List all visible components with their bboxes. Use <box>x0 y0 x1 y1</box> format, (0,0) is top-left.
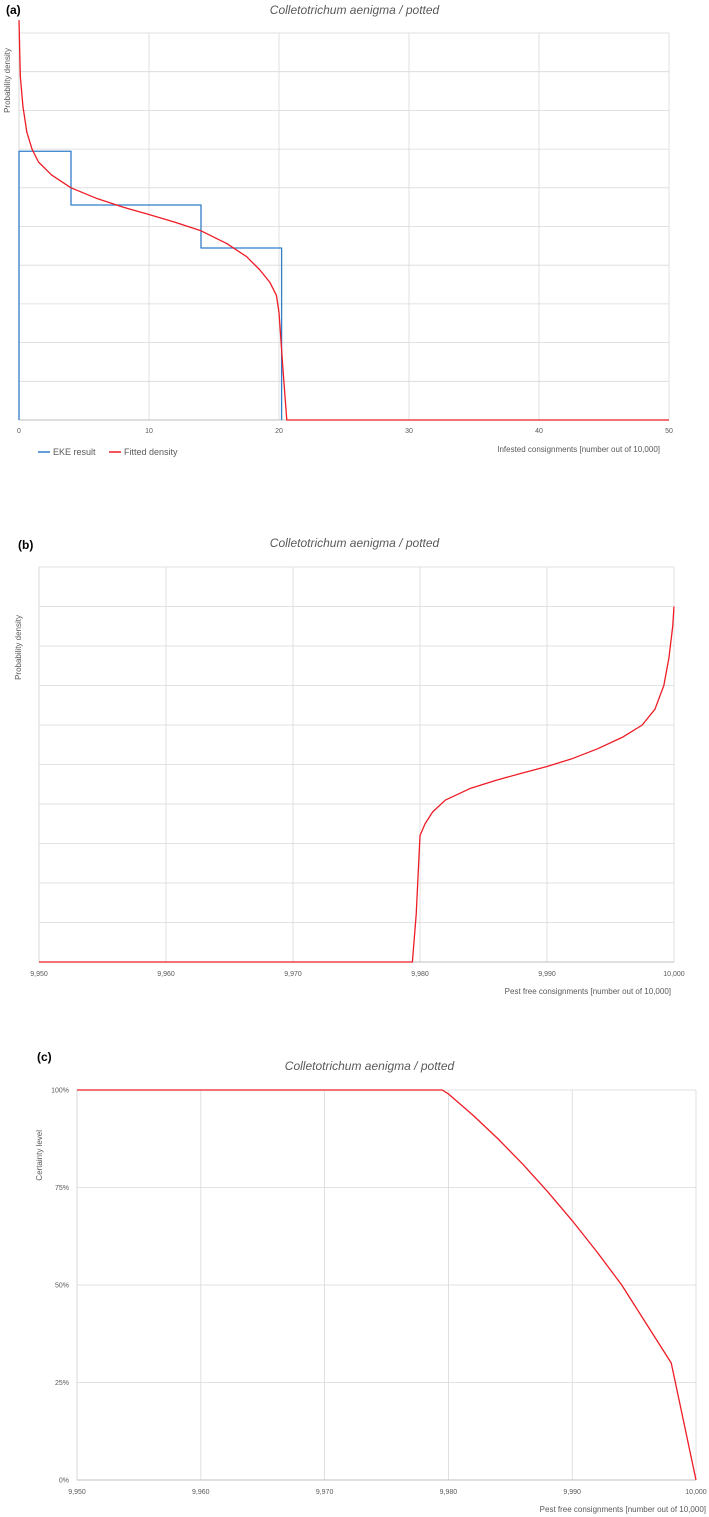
x-tick-label: 40 <box>535 428 543 435</box>
x-tick-label: 9,950 <box>30 971 48 978</box>
panel-label-b: (b) <box>18 538 34 552</box>
chart-a: 0 10 20 30 40 50 Infested consignments [number… <box>3 20 673 457</box>
x-axis-title: Pest free consignments [number out of 10… <box>505 987 671 996</box>
chart-title-a: Colletotrichum aenigma / potted <box>269 3 440 17</box>
fitted-density-line <box>18 20 669 421</box>
y-tick-label: 0% <box>59 1478 69 1485</box>
chart-title-b: Colletotrichum aenigma / potted <box>269 536 440 550</box>
x-tick-label: 10,000 <box>685 1489 707 1496</box>
x-tick-label: 9,970 <box>284 971 302 978</box>
x-tick-label: 9,960 <box>192 1489 210 1496</box>
x-axis-title: Pest free consignments [number out of 10… <box>540 1505 706 1514</box>
y-tick-label: 100% <box>51 1088 69 1095</box>
chart-c: 9,950 9,960 9,970 9,980 9,990 10,000 0% 25% 50% 7… <box>35 1088 707 1515</box>
fitted-density-line <box>39 606 675 963</box>
y-axis-title: Probability density <box>14 615 23 680</box>
x-tick-label: 10,000 <box>663 971 685 978</box>
panel-b: (b) Colletotrichum aenigma / potted 9,95… <box>0 520 709 1020</box>
panel-label-c: (c) <box>37 1050 52 1064</box>
panel-c: (c) Colletotrichum aenigma / potted 9,95… <box>0 1030 709 1517</box>
fitted-density-line <box>77 1089 697 1481</box>
x-tick-label: 30 <box>405 428 413 435</box>
x-tick-label: 10 <box>145 428 153 435</box>
panel-a: (a) Colletotrichum aenigma / potted 0 10 2… <box>0 0 709 480</box>
x-tick-label: 9,990 <box>538 971 556 978</box>
legend-label-fitted: Fitted density <box>124 447 178 457</box>
chart-b: 9,950 9,960 9,970 9,980 9,990 10,000 Pest free… <box>14 566 685 996</box>
panel-label-a: (a) <box>6 3 21 17</box>
y-axis-title: Probability density <box>3 48 12 113</box>
legend-label-eke: EKE result <box>53 447 96 457</box>
x-tick-label: 0 <box>17 428 21 435</box>
x-tick-label: 9,960 <box>157 971 175 978</box>
y-axis-title: Certainty level <box>35 1130 44 1181</box>
x-tick-label: 50 <box>665 428 673 435</box>
x-tick-label: 20 <box>275 428 283 435</box>
chart-title-c: Colletotrichum aenigma / potted <box>284 1059 455 1073</box>
y-tick-label: 25% <box>55 1380 69 1387</box>
eke-result-line <box>18 150 283 420</box>
x-tick-label: 9,950 <box>68 1489 86 1496</box>
x-tick-label: 9,990 <box>563 1489 581 1496</box>
x-axis-title: Infested consignments [number out of 10,… <box>497 445 660 454</box>
x-tick-label: 9,970 <box>316 1489 334 1496</box>
x-tick-label: 9,980 <box>411 971 429 978</box>
y-tick-label: 75% <box>55 1185 69 1192</box>
x-tick-label: 9,980 <box>440 1489 458 1496</box>
y-tick-label: 50% <box>55 1283 69 1290</box>
